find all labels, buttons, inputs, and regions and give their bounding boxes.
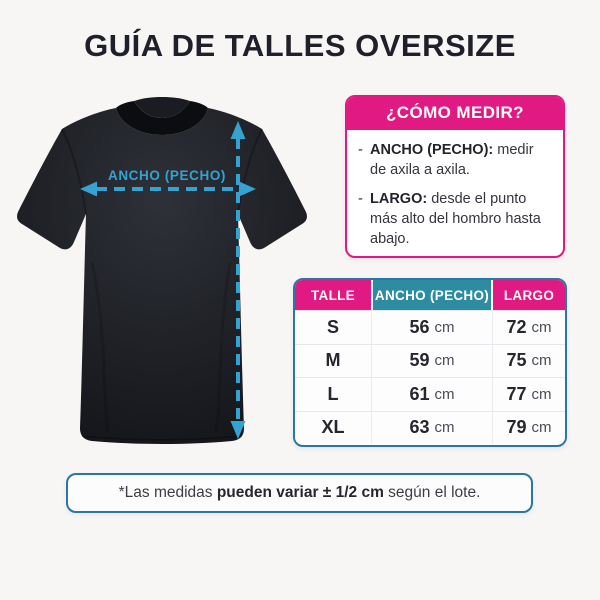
tshirt-diagram: ANCHO (PECHO): [12, 92, 312, 452]
measure-description: desde el punto más alto del hombro hasta…: [370, 191, 541, 247]
table-row-l-ancho: 61 cm: [371, 377, 493, 411]
column-header-largo: LARGO: [493, 280, 565, 310]
width-arrow-label: ANCHO (PECHO): [108, 168, 226, 183]
page-title: GUÍA DE TALLES OVERSIZE: [84, 28, 516, 63]
measure-item-ancho: - ANCHO (PECHO): medir de axila a axila.: [358, 140, 552, 180]
size-label: S: [326, 316, 339, 337]
unit-label: cm: [434, 419, 455, 437]
largo-value: 77: [506, 383, 527, 404]
tshirt-illustration: ANCHO (PECHO): [17, 97, 307, 444]
how-to-measure-box: ¿CÓMO MEDIR? - ANCHO (PECHO): medir de a…: [345, 95, 565, 258]
tshirt-silhouette: [17, 108, 307, 444]
note-bold: pueden variar ± 1/2 cm: [216, 484, 384, 501]
size-label: L: [327, 383, 339, 404]
ancho-value: 59: [409, 350, 430, 371]
how-to-measure-body: - ANCHO (PECHO): medir de axila a axila.…: [347, 130, 563, 256]
table-row-xl-largo: 79 cm: [493, 410, 565, 444]
right-armhole-seam: [237, 128, 263, 215]
ancho-value: 56: [409, 316, 430, 337]
disclaimer-note-box: *Las medidas pueden variar ± 1/2 cm segú…: [66, 473, 533, 513]
measure-item-text: ANCHO (PECHO): medir de axila a axila.: [370, 140, 552, 180]
disclaimer-text: *Las medidas pueden variar ± 1/2 cm segú…: [119, 484, 481, 502]
measure-description: medir de axila a axila.: [370, 142, 534, 178]
bullet-dash: -: [358, 191, 363, 207]
fabric-fold-right: [214, 261, 232, 433]
fabric-fold-left: [90, 261, 110, 433]
table-row-s-ancho: 56 cm: [371, 310, 493, 344]
table-row-s-size: S: [295, 310, 371, 344]
unit-label: cm: [531, 385, 552, 403]
unit-label: cm: [531, 419, 552, 437]
size-label: M: [325, 350, 341, 371]
unit-label: cm: [434, 318, 455, 336]
table-row-xl-size: XL: [295, 410, 371, 444]
table-row-m-ancho: 59 cm: [371, 343, 493, 377]
table-row-xl-ancho: 63 cm: [371, 410, 493, 444]
unit-label: cm: [531, 318, 552, 336]
size-table: TALLE ANCHO (PECHO) LARGO S 56 cm 72 cm M …: [293, 278, 567, 447]
unit-label: cm: [434, 385, 455, 403]
table-row-m-largo: 75 cm: [493, 343, 565, 377]
size-label: XL: [321, 417, 345, 438]
largo-value: 79: [506, 417, 527, 438]
table-row-l-largo: 77 cm: [493, 377, 565, 411]
ancho-value: 61: [409, 383, 430, 404]
largo-value: 72: [506, 316, 527, 337]
note-suffix: según el lote.: [383, 484, 481, 501]
measure-term: LARGO:: [370, 191, 428, 207]
column-header-ancho: ANCHO (PECHO): [371, 280, 493, 310]
tshirt-neck-inner: [134, 97, 190, 118]
largo-value: 75: [506, 350, 527, 371]
table-row-l-size: L: [295, 377, 371, 411]
measure-item-text: LARGO: desde el punto más alto del hombr…: [370, 189, 552, 249]
measure-term: ANCHO (PECHO):: [370, 142, 494, 158]
table-row-m-size: M: [295, 343, 371, 377]
column-header-talle: TALLE: [295, 280, 371, 310]
note-prefix: *Las medidas: [118, 484, 217, 501]
hem-seam: [81, 435, 243, 441]
measure-item-largo: - LARGO: desde el punto más alto del hom…: [358, 189, 552, 249]
unit-label: cm: [434, 352, 455, 370]
unit-label: cm: [531, 352, 552, 370]
left-armhole-seam: [61, 128, 87, 215]
width-arrow: [80, 181, 256, 197]
how-to-measure-title: ¿CÓMO MEDIR?: [347, 97, 563, 130]
bullet-dash: -: [358, 142, 363, 158]
table-row-s-largo: 72 cm: [493, 310, 565, 344]
ancho-value: 63: [409, 417, 430, 438]
length-arrow: [230, 121, 246, 439]
